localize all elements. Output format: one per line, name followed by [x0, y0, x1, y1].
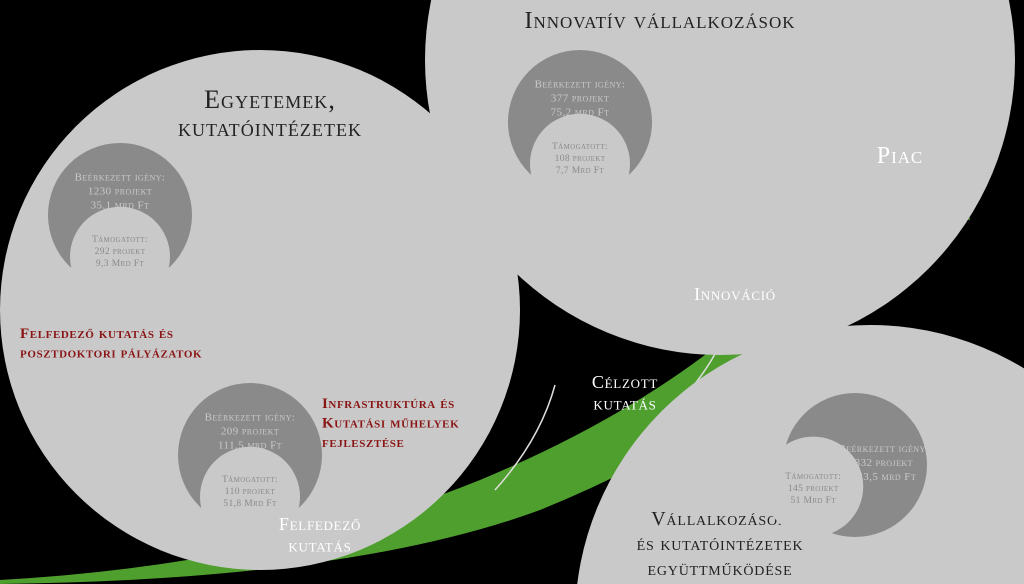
arrow-stage-0-line: kutatás	[288, 536, 351, 556]
crescent-outer-text-line: 111,5 mrd Ft	[218, 439, 282, 451]
arrow-stage-2: Innováció	[694, 284, 776, 304]
crescent-inner-text-line: Támogatott:	[222, 475, 278, 485]
crescent-outer-text-line: 133,5 mrd Ft	[851, 471, 916, 483]
crescent-outer-text-line: 209 projekt	[221, 425, 279, 437]
crescent-inner-text-line: Támogatott:	[785, 472, 841, 482]
arrow-stage-3: Piac	[877, 143, 923, 169]
crescent-inner-text: Támogatott: 110 projekt 51,8 Mrd Ft	[222, 475, 278, 509]
arrow-stage-0: Felfedezőkutatás	[279, 514, 361, 556]
crescent-inner-text-line: 292 projekt	[95, 247, 146, 257]
crescent-outer-text-line: 75,2 mrd Ft	[551, 106, 610, 118]
crescent-outer-text-line: Beérkezett igény:	[535, 78, 626, 90]
crescent-outer-text-line: 377 projekt	[551, 92, 609, 104]
cooperation-title-line: és kutatóintézetek	[637, 533, 804, 555]
universities-red-0-line: posztdoktori pályázatok	[20, 346, 202, 362]
crescent-outer-text-line: 1230 projekt	[88, 185, 152, 197]
crescent-outer-text-line: 35,1 mrd Ft	[91, 199, 150, 211]
universities-title-2: kutatóintézetek	[178, 113, 362, 142]
arrow-stage-3-line: Piac	[877, 143, 923, 169]
arrow-stage-1-line: kutatás	[593, 394, 656, 414]
universities-red-0-line: Felfedező kutatás és	[20, 326, 174, 342]
crescent-inner-text-line: Támogatott:	[552, 142, 608, 152]
universities-red-1-line: Kutatási műhelyek	[322, 416, 459, 432]
universities-red-1-line: fejlesztése	[322, 435, 404, 451]
arrow-stage-0-line: Felfedező	[279, 514, 361, 534]
crescent-outer-text-line: Beérkezett igény:	[75, 171, 166, 183]
crescent-outer-text-line: 332 projekt	[855, 457, 913, 469]
arrow-stage-1: Célzottkutatás	[592, 372, 658, 414]
crescent-inner-text-line: 9,3 Mrd Ft	[96, 259, 144, 269]
crescent-inner-text-line: 51,8 Mrd Ft	[223, 499, 277, 509]
crescent-inner-text-line: 145 projekt	[788, 484, 839, 494]
crescent-inner-text-line: 108 projekt	[555, 154, 606, 164]
innovative-title-line: Innovatív vállalkozások	[525, 8, 796, 34]
universities-title-1: Egyetemek,	[204, 85, 336, 114]
innovative-title: Innovatív vállalkozások	[525, 8, 796, 34]
crescent-inner-text-line: 110 projekt	[225, 487, 276, 497]
universities-title-1-line: Egyetemek,	[204, 85, 336, 114]
arrow-stage-2-line: Innováció	[694, 284, 776, 304]
crescent-inner-text-line: Támogatott:	[92, 235, 148, 245]
cooperation-title-line: együttműködése	[648, 558, 793, 580]
universities-title-2-line: kutatóintézetek	[178, 113, 362, 142]
arrow-stage-1-line: Célzott	[592, 372, 658, 392]
crescent-inner-text-line: 7,7 Mrd Ft	[556, 166, 604, 176]
cooperation-title-line: Vállalkozások	[651, 508, 789, 530]
crescent-outer-text-line: Beérkezett igény:	[838, 443, 929, 455]
crescent-inner-text: Támogatott: 292 projekt 9,3 Mrd Ft	[92, 235, 148, 269]
universities-red-1-line: Infrastruktúra és	[322, 396, 455, 412]
crescent-inner-text: Támogatott: 145 projekt 51 Mrd Ft	[785, 472, 841, 506]
crescent-inner-text: Támogatott: 108 projekt 7,7 Mrd Ft	[552, 142, 608, 176]
crescent-outer-text-line: Beérkezett igény:	[205, 411, 296, 423]
crescent-inner-text-line: 51 Mrd Ft	[791, 496, 837, 506]
